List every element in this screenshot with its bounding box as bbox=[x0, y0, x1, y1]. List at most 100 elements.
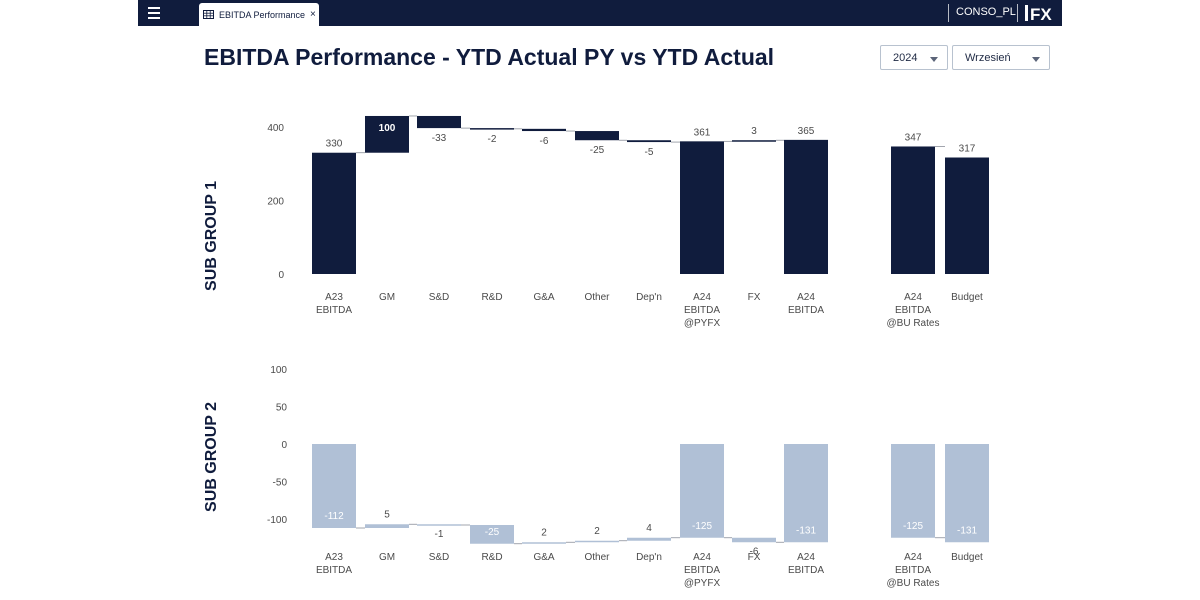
category-label: @PYFX bbox=[684, 318, 721, 329]
y-tick-label: 100 bbox=[270, 365, 287, 376]
page-title: EBITDA Performance - YTD Actual PY vs YT… bbox=[204, 44, 775, 70]
category-label: A24 bbox=[904, 552, 922, 563]
y-tick-label: -100 bbox=[267, 515, 287, 526]
category-label: @PYFX bbox=[684, 578, 721, 589]
category-label: EBITDA bbox=[684, 565, 720, 576]
category-label: A24 bbox=[693, 292, 711, 303]
top-bar: EBITDA Performance × CONSO_PL FX bbox=[138, 0, 1062, 26]
data-label: 2 bbox=[594, 526, 600, 537]
bar bbox=[470, 128, 514, 130]
logo-text: FX bbox=[1030, 5, 1052, 24]
y-tick-label: -50 bbox=[273, 478, 288, 489]
category-label: Budget bbox=[951, 292, 983, 303]
category-label: Dep'n bbox=[636, 292, 662, 303]
category-label: EBITDA bbox=[788, 305, 824, 316]
data-label: -25 bbox=[590, 145, 605, 156]
bar bbox=[732, 537, 776, 543]
category-label: Other bbox=[584, 292, 610, 303]
data-label: 4 bbox=[646, 523, 652, 534]
entity-selector[interactable]: CONSO_PL bbox=[956, 6, 1016, 18]
bar bbox=[417, 115, 461, 129]
bar bbox=[312, 152, 356, 274]
bar bbox=[312, 444, 356, 528]
data-label: -1 bbox=[435, 529, 444, 540]
category-label: A24 bbox=[797, 292, 815, 303]
bar bbox=[784, 139, 828, 274]
bar bbox=[365, 524, 409, 528]
data-label: 330 bbox=[326, 139, 343, 150]
data-label: -131 bbox=[796, 525, 816, 536]
bar bbox=[945, 444, 989, 543]
category-label: FX bbox=[748, 292, 761, 303]
data-label: -112 bbox=[324, 511, 344, 522]
category-label: S&D bbox=[429, 552, 450, 563]
data-label: 361 bbox=[694, 127, 711, 138]
data-label: 365 bbox=[798, 126, 815, 137]
category-label: G&A bbox=[533, 292, 554, 303]
category-label: GM bbox=[379, 552, 395, 563]
data-label: -125 bbox=[903, 521, 923, 532]
category-label: R&D bbox=[481, 292, 502, 303]
category-label: @BU Rates bbox=[887, 578, 940, 589]
divider bbox=[948, 4, 949, 22]
y-tick-label: 50 bbox=[276, 403, 288, 414]
data-label: 317 bbox=[959, 144, 976, 155]
bar bbox=[784, 444, 828, 543]
category-label: A24 bbox=[797, 552, 815, 563]
category-label: @BU Rates bbox=[887, 318, 940, 329]
data-label: -131 bbox=[957, 525, 977, 536]
bar bbox=[417, 524, 461, 526]
year-value: 2024 bbox=[893, 51, 918, 64]
bar bbox=[627, 537, 671, 541]
category-label: R&D bbox=[481, 552, 502, 563]
data-label: -25 bbox=[485, 527, 500, 538]
chevron-down-icon bbox=[930, 57, 938, 62]
month-dropdown[interactable]: Wrzesień bbox=[952, 45, 1050, 70]
bar bbox=[365, 115, 409, 153]
data-label: 347 bbox=[905, 132, 922, 143]
bar bbox=[891, 146, 935, 274]
data-label: -2 bbox=[488, 134, 497, 145]
category-label: Budget bbox=[951, 552, 983, 563]
divider bbox=[1017, 4, 1018, 22]
category-label: Other bbox=[584, 552, 610, 563]
category-label: EBITDA bbox=[316, 565, 352, 576]
category-label: A24 bbox=[693, 552, 711, 563]
data-label: 2 bbox=[541, 527, 547, 538]
data-label: -33 bbox=[432, 133, 447, 144]
data-label: 5 bbox=[384, 509, 390, 520]
month-value: Wrzesień bbox=[965, 51, 1011, 64]
bar bbox=[945, 157, 989, 274]
tab-ebitda-performance[interactable]: EBITDA Performance × bbox=[199, 3, 319, 26]
tab-close-icon[interactable]: × bbox=[310, 9, 316, 20]
bar bbox=[522, 128, 566, 132]
category-label: Dep'n bbox=[636, 552, 662, 563]
category-label: EBITDA bbox=[684, 305, 720, 316]
category-label: S&D bbox=[429, 292, 450, 303]
bar bbox=[891, 444, 935, 538]
y-tick-label: 400 bbox=[267, 123, 284, 134]
data-label: 100 bbox=[379, 123, 396, 134]
hamburger-menu-icon[interactable] bbox=[148, 7, 160, 19]
category-label: EBITDA bbox=[895, 305, 931, 316]
category-label: EBITDA bbox=[788, 565, 824, 576]
category-label: A24 bbox=[904, 292, 922, 303]
y-tick-label: 200 bbox=[267, 197, 284, 208]
tab-label: EBITDA Performance bbox=[219, 9, 306, 20]
data-label: -125 bbox=[692, 521, 712, 532]
chevron-down-icon bbox=[1032, 57, 1040, 62]
bar bbox=[732, 140, 776, 142]
table-icon bbox=[203, 10, 214, 19]
category-label: EBITDA bbox=[316, 305, 352, 316]
category-label: A23 bbox=[325, 292, 343, 303]
data-label: -5 bbox=[645, 147, 654, 158]
category-label: EBITDA bbox=[895, 565, 931, 576]
year-dropdown[interactable]: 2024 bbox=[880, 45, 948, 70]
y-tick-label: 0 bbox=[278, 270, 284, 281]
data-label: -6 bbox=[540, 136, 549, 147]
bar bbox=[575, 540, 619, 543]
category-label: G&A bbox=[533, 552, 554, 563]
bar bbox=[470, 525, 514, 544]
bar bbox=[627, 140, 671, 143]
